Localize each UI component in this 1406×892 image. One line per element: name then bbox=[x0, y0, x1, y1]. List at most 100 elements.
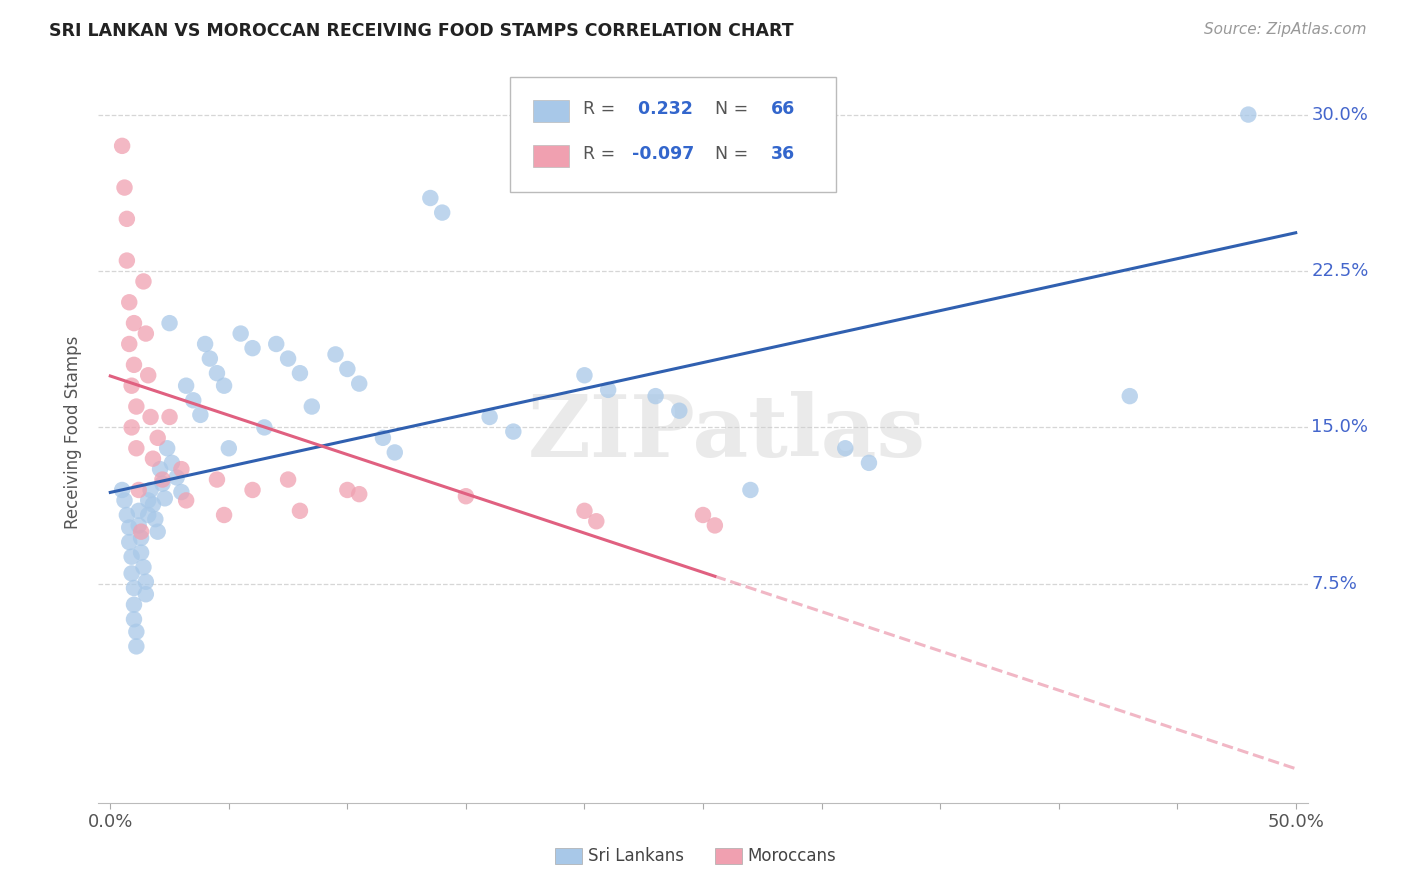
Point bbox=[419, 191, 441, 205]
Text: R =: R = bbox=[583, 145, 621, 162]
Point bbox=[122, 316, 145, 330]
Point bbox=[128, 504, 150, 518]
Point bbox=[139, 483, 162, 497]
Point bbox=[288, 366, 311, 380]
Point bbox=[125, 400, 148, 414]
Point bbox=[129, 531, 152, 545]
Point bbox=[198, 351, 221, 366]
Text: R =: R = bbox=[583, 100, 621, 118]
Point bbox=[371, 431, 394, 445]
Point bbox=[135, 326, 157, 341]
Point bbox=[194, 337, 217, 351]
FancyBboxPatch shape bbox=[533, 100, 569, 122]
Point bbox=[111, 139, 134, 153]
Point bbox=[121, 420, 143, 434]
Point bbox=[212, 378, 235, 392]
Text: Source: ZipAtlas.com: Source: ZipAtlas.com bbox=[1204, 22, 1367, 37]
Point bbox=[170, 462, 193, 476]
Text: -0.097: -0.097 bbox=[631, 145, 695, 162]
Text: N =: N = bbox=[704, 145, 754, 162]
Point bbox=[347, 376, 370, 391]
Point bbox=[253, 420, 276, 434]
Point bbox=[121, 566, 143, 581]
Point bbox=[205, 366, 228, 380]
Point bbox=[135, 574, 157, 589]
Point bbox=[205, 473, 228, 487]
Point bbox=[139, 409, 162, 424]
Point bbox=[121, 549, 143, 564]
Point bbox=[336, 362, 359, 376]
Point bbox=[111, 483, 134, 497]
Point bbox=[114, 180, 136, 194]
Point bbox=[264, 337, 287, 351]
Point bbox=[740, 483, 762, 497]
Point bbox=[129, 524, 152, 539]
Point bbox=[132, 560, 155, 574]
Point bbox=[574, 504, 596, 518]
Y-axis label: Receiving Food Stamps: Receiving Food Stamps bbox=[65, 336, 83, 529]
Point bbox=[128, 483, 150, 497]
Point bbox=[122, 612, 145, 626]
Point bbox=[277, 473, 299, 487]
Point bbox=[118, 295, 141, 310]
Point bbox=[122, 598, 145, 612]
Point bbox=[129, 545, 152, 559]
Point bbox=[1119, 389, 1142, 403]
Point bbox=[153, 491, 176, 506]
Text: 36: 36 bbox=[770, 145, 794, 162]
Point bbox=[347, 487, 370, 501]
Point bbox=[212, 508, 235, 522]
Point bbox=[114, 493, 136, 508]
Point bbox=[115, 508, 138, 522]
Point bbox=[128, 518, 150, 533]
Text: SRI LANKAN VS MOROCCAN RECEIVING FOOD STAMPS CORRELATION CHART: SRI LANKAN VS MOROCCAN RECEIVING FOOD ST… bbox=[49, 22, 794, 40]
Point bbox=[142, 451, 165, 466]
Text: Moroccans: Moroccans bbox=[748, 847, 837, 865]
Point bbox=[229, 326, 252, 341]
Text: 22.5%: 22.5% bbox=[1312, 262, 1368, 280]
Point bbox=[146, 524, 169, 539]
Point bbox=[122, 581, 145, 595]
Point bbox=[277, 351, 299, 366]
Point bbox=[585, 514, 607, 528]
Point bbox=[152, 476, 174, 491]
Text: 0.232: 0.232 bbox=[631, 100, 693, 118]
Point bbox=[125, 640, 148, 654]
Text: 66: 66 bbox=[770, 100, 794, 118]
Point bbox=[301, 400, 323, 414]
Point bbox=[574, 368, 596, 383]
Point bbox=[692, 508, 714, 522]
Point bbox=[142, 498, 165, 512]
Point bbox=[218, 442, 240, 456]
Point bbox=[644, 389, 666, 403]
Point bbox=[181, 393, 204, 408]
Point bbox=[288, 504, 311, 518]
Text: 15.0%: 15.0% bbox=[1312, 418, 1368, 436]
FancyBboxPatch shape bbox=[555, 848, 582, 864]
Point bbox=[135, 587, 157, 601]
Point bbox=[190, 408, 212, 422]
Point bbox=[118, 337, 141, 351]
Point bbox=[156, 442, 179, 456]
Point bbox=[152, 473, 174, 487]
Point bbox=[118, 520, 141, 534]
Text: 30.0%: 30.0% bbox=[1312, 105, 1368, 124]
Point bbox=[703, 518, 725, 533]
Point bbox=[325, 347, 347, 361]
Point bbox=[136, 493, 159, 508]
Point bbox=[174, 378, 197, 392]
Point bbox=[132, 274, 155, 288]
Point bbox=[125, 442, 148, 456]
Point bbox=[432, 205, 454, 219]
Point bbox=[170, 485, 193, 500]
Point bbox=[478, 409, 501, 424]
Point bbox=[146, 431, 169, 445]
Point bbox=[1237, 107, 1260, 121]
Point bbox=[834, 442, 856, 456]
Point bbox=[454, 489, 477, 503]
Point bbox=[159, 409, 181, 424]
Point bbox=[160, 456, 183, 470]
Point bbox=[136, 368, 159, 383]
Text: Sri Lankans: Sri Lankans bbox=[588, 847, 685, 865]
Point bbox=[159, 316, 181, 330]
